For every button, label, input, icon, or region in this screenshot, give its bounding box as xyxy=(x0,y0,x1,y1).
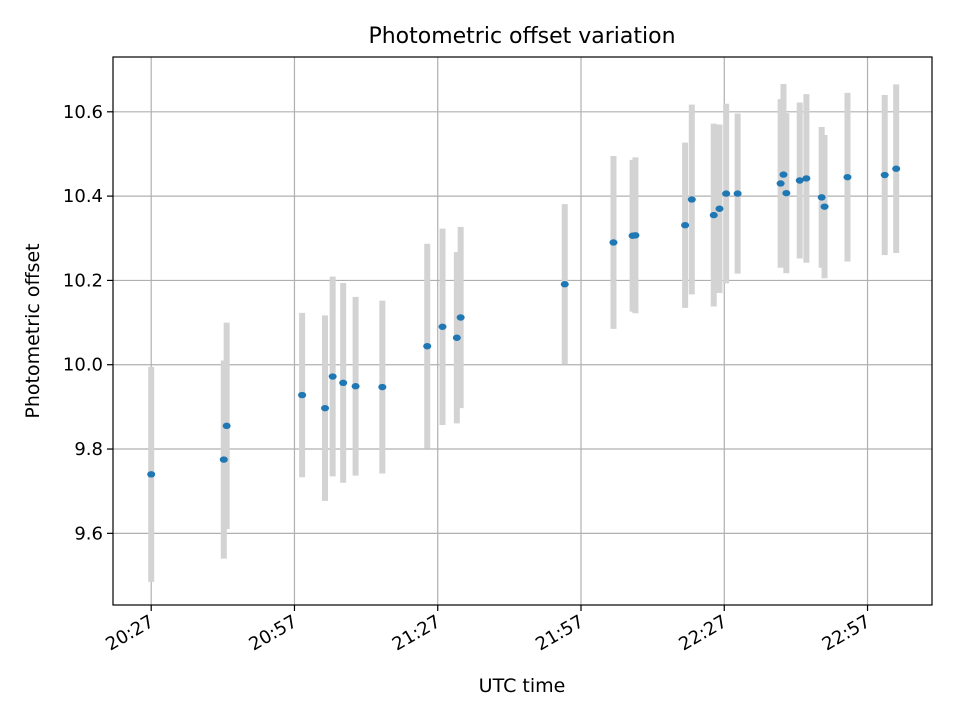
y-tick-label: 10.4 xyxy=(63,186,103,207)
data-point xyxy=(452,334,461,341)
y-tick-label: 9.6 xyxy=(74,523,103,544)
plot-frame xyxy=(112,56,933,606)
data-point xyxy=(843,173,852,181)
data-point xyxy=(802,175,811,182)
data-point xyxy=(219,456,228,463)
data-point xyxy=(817,194,826,201)
data-point xyxy=(609,239,618,246)
y-tick-label: 10.2 xyxy=(63,270,103,291)
x-axis-label: UTC time xyxy=(479,675,566,697)
data-point xyxy=(892,165,901,172)
y-axis-ticks: 9.6 9.8 10.0 10.2 10.4 10.6 xyxy=(63,102,113,544)
data-point xyxy=(339,379,348,387)
y-tick-label: 10.6 xyxy=(63,102,103,123)
grid-lines xyxy=(113,57,932,605)
data-point xyxy=(560,281,569,288)
data-point xyxy=(328,373,337,380)
data-point xyxy=(438,323,447,330)
data-point xyxy=(880,171,889,179)
data-point xyxy=(147,471,156,478)
data-point xyxy=(456,314,465,321)
data-point xyxy=(631,232,640,239)
data-point xyxy=(782,189,791,197)
data-point xyxy=(795,177,804,184)
data-point xyxy=(709,211,718,219)
data-point xyxy=(298,391,307,399)
chart-title: Photometric offset variation xyxy=(368,24,675,49)
y-tick-label: 10.0 xyxy=(63,355,103,376)
data-point xyxy=(715,205,724,212)
data-point xyxy=(351,383,360,390)
data-points xyxy=(147,165,901,478)
data-point xyxy=(776,180,785,187)
data-point xyxy=(733,190,742,197)
y-axis-label: Photometric offset xyxy=(22,243,44,418)
data-point xyxy=(321,404,330,412)
data-point xyxy=(722,190,731,197)
data-point xyxy=(378,383,387,391)
data-point xyxy=(681,221,690,229)
y-tick-label: 9.8 xyxy=(74,439,103,460)
data-point xyxy=(423,342,432,350)
data-point xyxy=(687,196,696,203)
data-point xyxy=(820,203,829,210)
data-point xyxy=(222,422,231,430)
data-point xyxy=(779,171,788,178)
